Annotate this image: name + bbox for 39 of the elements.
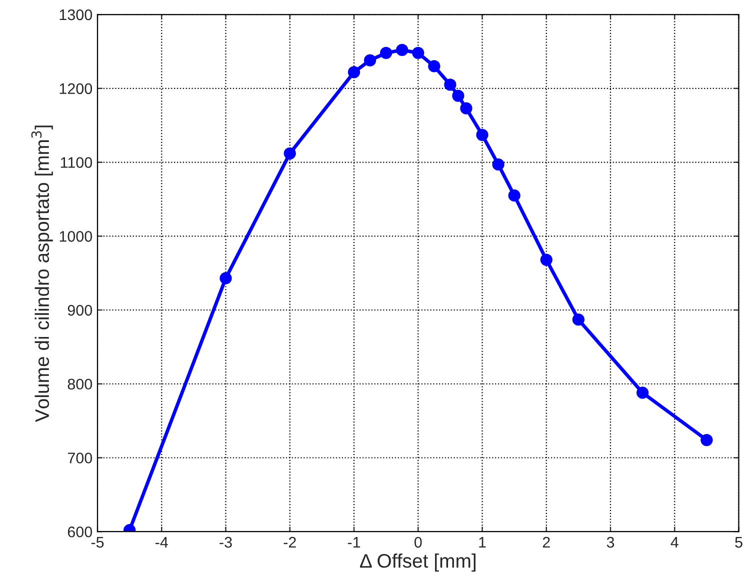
x-tick-label: 5 (735, 537, 742, 548)
x-tick-label: 3 (606, 536, 614, 548)
point (636, 386, 649, 399)
y-tick-label: 800 (68, 378, 92, 390)
point (540, 254, 552, 266)
point (452, 90, 464, 102)
x-tick-label: -1 (348, 537, 360, 548)
x-tick-label: -2 (284, 536, 296, 548)
point (444, 78, 456, 91)
point (284, 147, 296, 160)
point (364, 54, 376, 66)
point (700, 434, 713, 446)
point (460, 102, 472, 114)
point (572, 314, 585, 326)
y-tick-label: 1200 (60, 83, 92, 94)
point (348, 66, 360, 78)
point (492, 158, 504, 171)
y-axis-title: Volume di cilindro asportato [mm$^{3}$] (31, 126, 53, 422)
point (508, 189, 520, 202)
point (220, 272, 232, 284)
x-tick-label: -3 (220, 536, 232, 548)
y-tick-label: 1100 (60, 157, 92, 168)
point (412, 46, 424, 60)
x-tick-label: -4 (156, 537, 168, 548)
x-axis-title: Δ Offset [mm] (360, 553, 476, 572)
x-tick-label: 0 (414, 536, 422, 548)
y-tick-label: 900 (68, 304, 92, 316)
y-tick-label: 1000 (60, 231, 92, 242)
point (476, 128, 488, 142)
point (428, 60, 440, 72)
x-tick-label: 1 (479, 537, 486, 548)
x-tick-label: -5 (91, 537, 104, 548)
point (380, 46, 392, 60)
x-tick-label: 4 (670, 537, 678, 548)
point (396, 44, 408, 56)
y-tick-label: 1300 (60, 9, 92, 20)
x-tick-label: 2 (542, 536, 550, 548)
y-tick-label: 700 (68, 452, 92, 464)
y-tick-label: 600 (68, 526, 92, 538)
